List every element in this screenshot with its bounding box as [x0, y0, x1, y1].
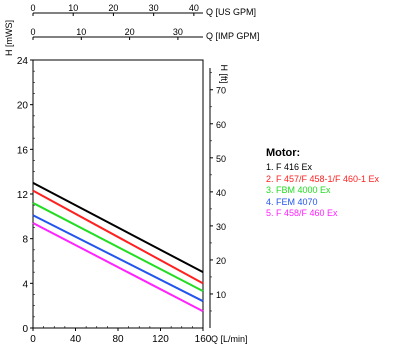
y-tick-label: 0 [22, 324, 28, 335]
x-tick-label: 120 [152, 334, 169, 345]
right-axis-tick-label: 50 [216, 154, 226, 164]
top-axis-us-tick-label: 20 [108, 3, 118, 13]
top-axis-imp-tick-label: 20 [125, 27, 135, 37]
series-line-4 [32, 214, 204, 303]
legend-item-5: 5. F 458/F 460 Ex [266, 208, 338, 218]
right-axis-tick-label: 70 [216, 86, 226, 96]
legend-title: Motor: [266, 147, 301, 159]
y-tick-label: 16 [17, 145, 29, 156]
top-axis-imp-tick-label: 10 [76, 27, 86, 37]
y-tick-label: 12 [17, 190, 29, 201]
pump-curve-chart: 0 40 80 120 160 0 4 8 12 16 20 24 10 20 30 40 50 60 70 H [f… [4, 3, 259, 345]
axis-labels: 0 40 80 120 160 0 4 8 12 16 20 24 10 20 30 40 50 60 70 H [f… [4, 3, 259, 345]
top-axis-us-tick-label: 40 [189, 3, 199, 13]
legend-item-3: 3. FBM 4000 Ex [266, 185, 331, 195]
right-axis-tick-label: 40 [216, 188, 226, 198]
top-axis-us-tick-label: 0 [30, 3, 35, 13]
series-line-2 [32, 189, 204, 285]
x-tick-label: 40 [70, 334, 82, 345]
x-tick-label: 0 [30, 334, 36, 345]
right-axis-tick-label: 60 [216, 120, 226, 130]
top-axis-us-label: Q [US GPM] [206, 7, 256, 17]
x-axis-label: Q [L/min] [211, 334, 248, 344]
y-tick-label: 8 [22, 235, 28, 246]
series-line-3 [32, 202, 204, 293]
y-tick-label: 24 [17, 56, 29, 67]
y-tick-label: 4 [22, 279, 28, 290]
top-axis-imp-tick-label: 0 [30, 27, 35, 37]
right-axis-tick-label: 30 [216, 222, 226, 232]
y-axis-label: H [mWS] [4, 20, 14, 56]
axes [30, 12, 213, 331]
top-axis-imp-label: Q [IMP GPM] [206, 31, 259, 41]
legend-items: 1. F 416 Ex 2. F 457/F 458-1/F 460-1 Ex 3.… [266, 162, 416, 220]
top-axis-us-tick-label: 30 [149, 3, 159, 13]
legend-item-4: 4. FEM 4070 [266, 196, 318, 207]
series-lines [32, 181, 204, 313]
x-tick-label: 160 [195, 334, 212, 345]
right-axis-tick-label: 10 [216, 290, 226, 300]
y-tick-label: 20 [17, 101, 29, 112]
series-line-1 [32, 181, 204, 274]
right-axis-tick-label: 20 [216, 256, 226, 266]
right-axis-label: H [ft] [219, 64, 229, 83]
top-axis-us-tick-label: 10 [68, 3, 78, 13]
top-axis-imp-tick-label: 30 [173, 27, 183, 37]
x-tick-label: 80 [112, 334, 124, 345]
series-line-5 [32, 222, 204, 313]
legend-item-2: 2. F 457/F 458-1/F 460-1 Ex [266, 173, 380, 184]
legend-item-1: 1. F 416 Ex [266, 162, 313, 172]
legend: Motor: 1. F 416 Ex 2. F 457/F 458-1/F 460… [266, 147, 416, 220]
